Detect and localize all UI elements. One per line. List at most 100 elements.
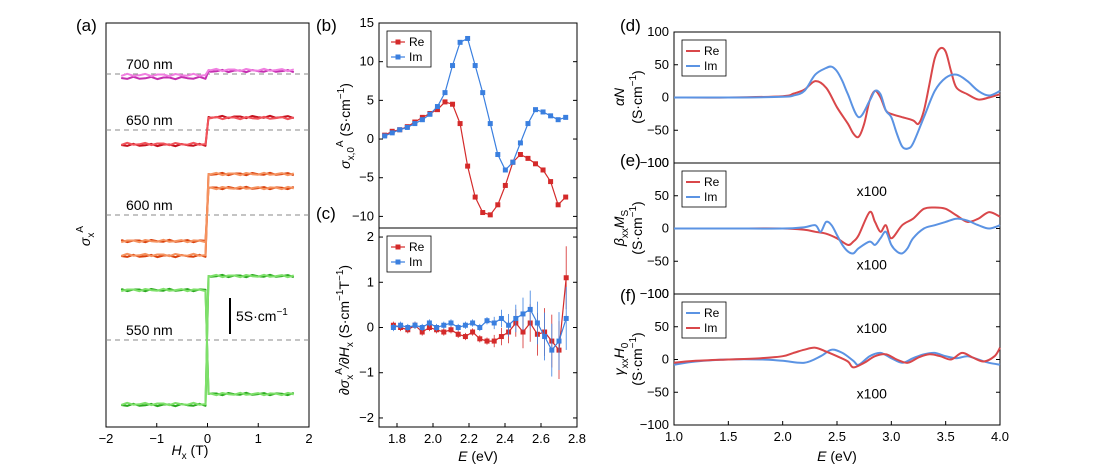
panel-e-ylabel: βxxMS	[611, 210, 631, 248]
panel-d-ylabel-unit: (S·cm−1)	[628, 70, 645, 123]
panel-c-Re-point-7	[441, 329, 447, 335]
panel-a-curve-3-branch-1	[120, 273, 295, 407]
panel-c-xtick-label-2: 2.2	[460, 431, 478, 446]
panel-a-curve-label-0: 700 nm	[126, 56, 173, 72]
panel-c-Im-point-12	[477, 325, 483, 330]
panel-f: 100 50 0 −50 −100 1.0 1.5 2.0 2.5 3.0 3.5 4.0 ReIm…	[611, 286, 1009, 464]
panel-c-Im-point-9	[455, 325, 461, 330]
panel-d-series	[673, 46, 1001, 150]
panel-c-xtick-label-3: 2.4	[496, 431, 514, 446]
panel-e-series-Re	[673, 206, 1001, 246]
panel-f-xtick-label-0: 1.0	[665, 429, 683, 444]
panel-b-Re-point-19	[525, 155, 531, 161]
panel-a-xtick-label-3: 1	[255, 431, 262, 446]
panel-a-xticks: −2 −1 0 1 2	[99, 423, 313, 446]
panel-d-ytick-label-3: −50	[647, 122, 669, 137]
panel-c-Re-point-4	[419, 329, 425, 335]
panel-b-legend-label-Im: Im	[409, 50, 422, 64]
panel-c-Re-point-24	[563, 275, 569, 281]
panel-f-legend-label-Im: Im	[704, 321, 717, 335]
panel-c-Im-point-7	[441, 322, 447, 328]
panel-a-scalebar: 5S·cm−1	[229, 298, 288, 334]
panel-b-Re-point-15	[495, 202, 501, 208]
panel-c-xtick-label-1: 2.0	[424, 431, 442, 446]
panel-b-Im-point-3	[404, 124, 410, 130]
panel-a-curves: 700 nm 650 nm 600 nm 550 nm	[106, 56, 309, 408]
panel-c-Im-point-5	[426, 320, 432, 326]
panel-b-Im-point-22	[548, 113, 554, 119]
panel-b-ytick-label-0: −10	[352, 208, 374, 223]
panel-f-xtick-label-5: 3.5	[937, 429, 955, 444]
panel-b-ytick-label-1: −5	[359, 170, 374, 185]
panel-b-Im-point-23	[555, 117, 561, 123]
scalebar-label: 5S·cm	[236, 308, 276, 324]
panel-label-c: (c)	[316, 204, 336, 223]
panel-b-Re-point-7	[434, 107, 440, 113]
panel-d-ytick-label-4: −100	[640, 155, 669, 170]
panel-e-annotations: x100 x100	[857, 183, 888, 272]
panel-c-legend-label-Re: Re	[409, 240, 425, 254]
panel-a-curve-1-branch-1	[120, 115, 295, 147]
panel-e-ytick-label-4: −100	[640, 286, 669, 301]
panel-e-annotation-0: x100	[857, 183, 888, 199]
panel-b-Im-point-20	[533, 107, 539, 113]
panel-f-annotation-1: x100	[857, 386, 888, 402]
panel-c-ytick-label-0: −2	[359, 410, 374, 425]
panel-c-Re-point-10	[462, 334, 468, 340]
panel-b-Im-point-13	[480, 90, 486, 96]
panel-label-f: (f)	[620, 286, 636, 305]
panel-c-Im-point-23	[556, 338, 562, 344]
panel-c-xlabel: E (eV)	[458, 448, 498, 464]
panel-b-Im-point-16	[502, 167, 508, 173]
panel-d-legend-label-Re: Re	[704, 44, 720, 58]
panel-c-Im-point-8	[448, 320, 454, 326]
panel-b-Re-point-9	[450, 101, 456, 107]
panel-b-Im-point-11	[465, 35, 471, 41]
panel-c-ytick-label-4: 2	[367, 229, 374, 244]
panel-c-ytick-label-1: −1	[359, 365, 374, 380]
panel-b-Re-point-21	[540, 167, 546, 173]
panel-b-Im-point-4	[412, 121, 418, 127]
panel-a-curve-label-3: 550 nm	[126, 322, 173, 338]
panel-c-Im-point-0	[390, 325, 396, 330]
panel-c-Im-point-1	[398, 322, 404, 328]
panel-b-Im-point-8	[442, 90, 448, 96]
panel-a-curve-0-branch-1	[120, 67, 295, 78]
panel-e-ytick-label-0: 100	[647, 155, 669, 170]
panel-c-series	[390, 246, 569, 380]
panel-f-ytick-label-3: −50	[647, 384, 669, 399]
panel-f-annotations: x100 x100	[857, 320, 888, 402]
panel-d-ylabel: αN	[611, 87, 627, 106]
panel-c-Im-point-4	[419, 325, 425, 330]
panel-f-ytick-label-0: 100	[647, 286, 669, 301]
panel-c-Im-point-19	[527, 306, 533, 312]
panel-b-Im-point-12	[472, 63, 478, 69]
panel-b-legend-box	[386, 30, 432, 68]
panel-label-e: (e)	[620, 151, 641, 170]
panel-b-ytick-label-4: 10	[360, 54, 374, 69]
panel-e-legend-label-Re: Re	[704, 175, 720, 189]
panel-b-Im-point-7	[434, 104, 440, 110]
panel-d-yticks: 100 50 0 −50 −100	[640, 24, 1000, 170]
panel-b-Re-point-12	[472, 194, 478, 200]
panel-e-legend-box	[681, 170, 727, 208]
panel-c-Im-point-13	[484, 318, 490, 324]
panel-a-curve-label-2: 600 nm	[126, 197, 173, 213]
panel-b-legend-label-Re: Re	[409, 35, 425, 49]
panel-e-series	[673, 206, 1001, 255]
panel-b-Im-point-14	[487, 121, 493, 127]
panel-b-Re-point-18	[517, 152, 523, 158]
panel-b-ylabel: σx,0A (S·cm−1)	[335, 83, 357, 169]
panel-b-yticks: −10 −5 0 5 10 15	[352, 15, 577, 223]
panel-a-xlabel: Hx (T)	[172, 442, 209, 462]
panel-c-xtick-label-0: 1.8	[388, 431, 406, 446]
panel-b-Im-point-15	[495, 152, 501, 158]
panel-c-Re-point-15	[498, 334, 504, 340]
panel-f-xtick-label-3: 2.5	[828, 429, 846, 444]
scalebar-label-sup: −1	[276, 307, 288, 318]
panel-f-xtick-label-1: 1.5	[719, 429, 737, 444]
